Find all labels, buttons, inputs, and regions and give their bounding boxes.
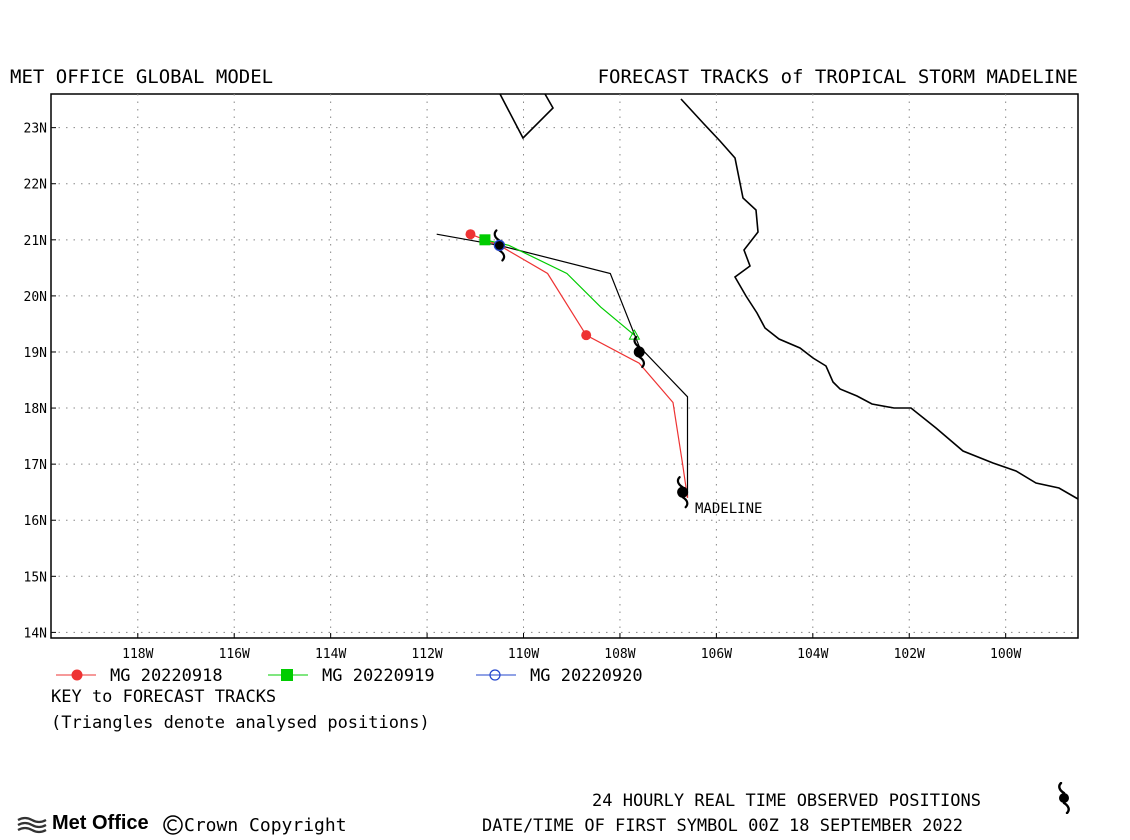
chart-title: FORECAST TRACKS of TROPICAL STORM MADELI… — [597, 66, 1078, 88]
copyright-text: Crown Copyright — [184, 814, 347, 836]
lat-tick-label: 23N — [24, 122, 47, 137]
legend-swatch-mg-20220919 — [268, 669, 308, 681]
lon-tick-label: 104W — [797, 647, 828, 660]
observed-positions-note: 24 HOURLY REAL TIME OBSERVED POSITIONS — [592, 791, 981, 811]
storm-position-symbol — [676, 476, 689, 509]
coastline — [499, 93, 1079, 500]
legend-swatch-mg-20220920 — [476, 669, 516, 681]
lon-tick-label: 100W — [990, 647, 1021, 660]
lat-tick-label: 15N — [24, 570, 47, 585]
legend-label-mg-20220920: MG 20220920 — [530, 666, 643, 686]
lon-tick-label: 114W — [315, 647, 346, 660]
lat-tick-label: 18N — [24, 402, 47, 417]
legend-swatches — [56, 669, 516, 681]
forecast-marker-circle — [465, 229, 476, 240]
lat-tick-label: 17N — [24, 458, 47, 473]
storm-position-symbol — [633, 335, 646, 369]
lon-tick-label: 116W — [219, 647, 250, 660]
met-office-logo: Met Office — [16, 812, 149, 835]
storm-label: MADELINE — [695, 501, 762, 517]
met-office-brand: Met Office — [52, 812, 149, 834]
first-symbol-datetime: DATE/TIME OF FIRST SYMBOL 00Z 18 SEPTEMB… — [482, 816, 964, 836]
forecast-marker-circle — [581, 330, 592, 341]
legend-swatch-mg-20220918 — [56, 669, 96, 681]
coastline-baja — [499, 93, 554, 140]
key-title: KEY to FORECAST TRACKS — [51, 687, 277, 707]
lat-tick-label: 21N — [24, 234, 47, 249]
lat-tick-label: 20N — [24, 290, 47, 305]
storm-symbol-icon — [1058, 782, 1070, 814]
forecast-marker-square — [479, 234, 491, 246]
key-note: (Triangles denote analysed positions) — [51, 713, 430, 733]
lat-tick-label: 16N — [24, 514, 47, 529]
track-map: 14N 15N 16N 17N 18N 19N 20N 21N 22N 23N 118W 116W 11… — [24, 93, 1079, 660]
copyright-icon — [163, 815, 183, 835]
lat-tick-label: 22N — [24, 178, 47, 193]
lat-tick-label: 14N — [24, 626, 47, 641]
storm-position-symbol — [493, 229, 506, 262]
lon-tick-label: 112W — [411, 647, 442, 660]
legend-label-mg-20220919: MG 20220919 — [322, 666, 435, 686]
met-office-wave-icon — [17, 816, 47, 833]
forecast-tracks — [436, 229, 689, 509]
legend-label-mg-20220918: MG 20220918 — [110, 666, 223, 686]
coastline-mexico — [680, 98, 1079, 500]
lon-tick-label: 108W — [604, 647, 635, 660]
lon-tick-label: 106W — [701, 647, 732, 660]
graticule: 14N 15N 16N 17N 18N 19N 20N 21N 22N 23N 118W 116W 11… — [24, 94, 1078, 660]
lon-tick-label: 110W — [508, 647, 539, 660]
forecast-marker-open-circle — [493, 239, 506, 252]
lon-tick-label: 102W — [894, 647, 925, 660]
forecast-track-line-0 — [470, 233, 689, 498]
lon-tick-label: 118W — [122, 647, 153, 660]
lat-tick-label: 19N — [24, 346, 47, 361]
copyright: Crown Copyright — [162, 814, 347, 836]
map-frame — [50, 93, 1079, 639]
model-title: MET OFFICE GLOBAL MODEL — [10, 66, 274, 88]
